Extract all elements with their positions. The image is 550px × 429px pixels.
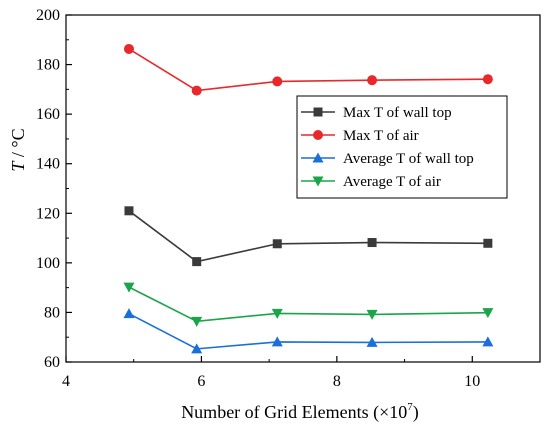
y-tick-label: 100 [36,255,60,272]
x-tick-label: 4 [62,373,70,390]
data-point [191,343,203,354]
y-tick-label: 140 [36,156,60,173]
legend-label: Max T of wall top [343,105,452,121]
series-layer [123,43,494,354]
data-point [271,308,283,319]
y-tick-label: 60 [44,354,60,371]
y-axis-title-symbol: T [8,160,28,172]
y-axis-title: T / °C [8,128,28,171]
legend-label: Average T of wall top [343,151,474,167]
series-average-t-of-wall-top [123,308,494,354]
data-point [482,74,493,85]
x-tick-label: 10 [464,373,480,390]
data-point [482,308,494,319]
legend-marker [312,176,324,187]
data-point [123,282,135,293]
legend-marker [313,107,323,117]
y-tick-label: 80 [44,304,60,321]
legend-label: Average T of air [343,174,441,190]
series-average-t-of-air [123,282,494,327]
x-axis-ticks: 4 6 8 10 [62,356,480,390]
series-line [128,48,488,92]
y-axis-ticks: 60 80 100 120 140 160 180 200 [36,7,72,371]
series-line [128,286,488,323]
data-point [366,336,378,347]
data-point [191,316,203,327]
series-max-t-of-wall-top [124,206,493,267]
legend-marker [313,130,323,140]
y-axis-title-unit: / °C [8,128,28,161]
data-point [367,238,377,248]
data-point [124,206,134,216]
y-tick-label: 200 [36,7,60,24]
data-point [367,75,378,86]
legend: Max T of wall top Max T of air Average T o… [296,95,508,199]
y-tick-label: 120 [36,205,60,222]
x-axis-title-close: ) [413,402,419,423]
x-tick-label: 8 [333,373,341,390]
x-axis-title: Number of Grid Elements (×107) [181,401,419,423]
x-axis-title-text: Number of Grid Elements (×10 [181,402,407,423]
data-point [123,43,134,54]
series-line [128,312,488,350]
y-tick-label: 160 [36,106,60,123]
x-tick-label: 6 [197,373,205,390]
data-point [272,239,282,249]
data-point [483,238,493,248]
x-axis-title-exponent: 7 [407,401,413,413]
data-point [192,257,202,267]
data-point [191,85,202,96]
data-point [123,308,135,319]
data-point [272,76,283,87]
data-point [366,309,378,320]
data-point [271,336,283,347]
series-line [128,210,488,263]
data-point [482,336,494,347]
legend-label: Max T of air [343,128,419,144]
y-tick-label: 180 [36,57,60,74]
legend-marker [312,152,324,163]
series-max-t-of-air [123,43,493,96]
